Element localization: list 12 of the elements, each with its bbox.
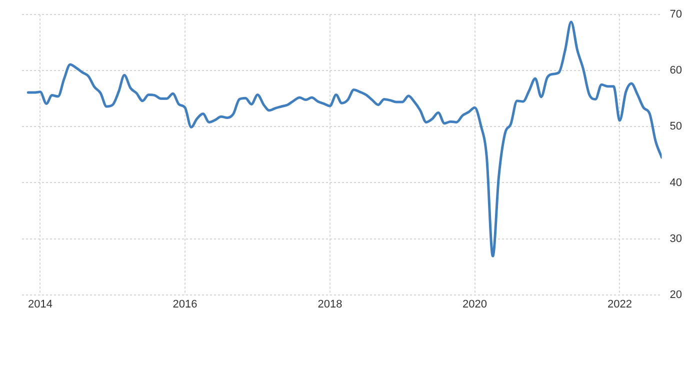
y-tick-label: 30 bbox=[670, 232, 682, 245]
x-tick-label: 2014 bbox=[28, 298, 52, 310]
x-tick-label: 2022 bbox=[607, 298, 632, 310]
x-tick-label: 2020 bbox=[462, 298, 487, 310]
x-tick-label: 2016 bbox=[172, 298, 198, 310]
y-tick-label: 40 bbox=[670, 176, 682, 189]
y-tick-label: 70 bbox=[670, 8, 682, 21]
x-tick-label: 2018 bbox=[318, 298, 342, 310]
y-tick-label: 60 bbox=[670, 64, 682, 77]
y-tick-label: 50 bbox=[670, 120, 682, 133]
y-tick-label: 20 bbox=[670, 288, 682, 301]
line-series bbox=[26, 20, 662, 258]
